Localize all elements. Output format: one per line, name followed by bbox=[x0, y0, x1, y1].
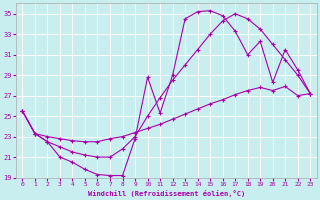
X-axis label: Windchill (Refroidissement éolien,°C): Windchill (Refroidissement éolien,°C) bbox=[88, 190, 245, 197]
